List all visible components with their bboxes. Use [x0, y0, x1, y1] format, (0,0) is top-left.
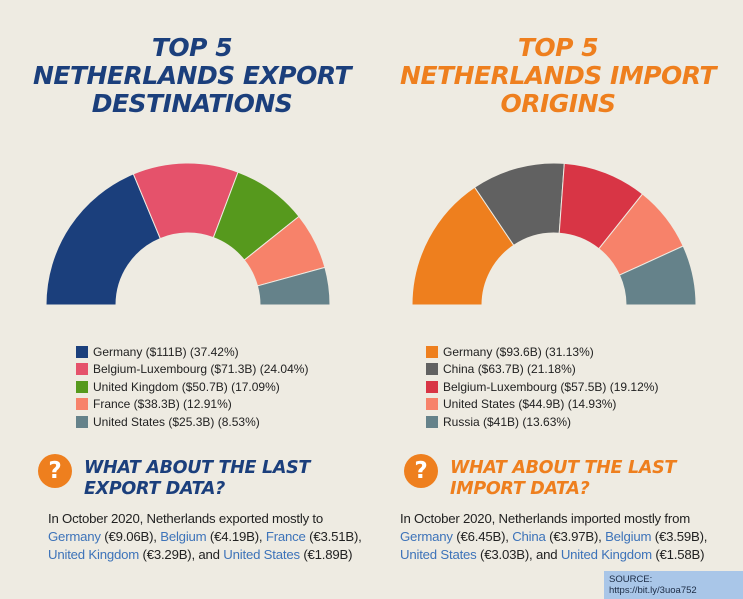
import-legend-label: China ($63.7B) (21.18%) [443, 362, 576, 377]
export-text-segment: (€3.29B), and [139, 547, 224, 562]
import-summary-text: In October 2020, Netherlands imported mo… [400, 510, 730, 564]
import-legend-item: United States ($44.9B) (14.93%) [426, 396, 658, 414]
import-legend-item: China ($63.7B) (21.18%) [426, 361, 658, 379]
export-country-highlight: Belgium [160, 529, 207, 544]
export-slice-germany [45, 173, 161, 306]
export-text-segment: In October 2020, Netherlands exported mo… [48, 511, 324, 526]
import-legend-item: Russia ($41B) (13.63%) [426, 413, 658, 431]
import-country-highlight: China [512, 529, 546, 544]
import-country-highlight: Belgium [605, 529, 652, 544]
export-legend-item: Belgium-Luxembourg ($71.3B) (24.04%) [76, 361, 308, 379]
export-chart-title: TOP 5 NETHERLANDS EXPORT DESTINATIONS [12, 34, 372, 118]
export-country-highlight: United States [223, 547, 300, 562]
export-legend-item: Germany ($111B) (37.42%) [76, 343, 308, 361]
export-country-highlight: Germany [48, 529, 101, 544]
import-text-segment: (€6.45B), [452, 529, 513, 544]
import-legend-label: Germany ($93.6B) (31.13%) [443, 344, 594, 359]
import-text-segment: (€1.58B) [651, 547, 705, 562]
import-text-segment: (€3.03B), and [476, 547, 561, 562]
export-legend-item: United Kingdom ($50.7B) (17.09%) [76, 378, 308, 396]
import-legend-item: Germany ($93.6B) (31.13%) [426, 343, 658, 361]
import-legend-label: Russia ($41B) (13.63%) [443, 414, 572, 429]
import-country-highlight: United Kingdom [560, 547, 652, 562]
export-text-segment: (€9.06B), [100, 529, 161, 544]
import-legend: Germany ($93.6B) (31.13%) China ($63.7B) … [426, 343, 658, 431]
import-title-line: TOP 5 [517, 33, 599, 62]
export-legend-item: France ($38.3B) (12.91%) [76, 396, 308, 414]
import-title-line: NETHERLANDS IMPORT [400, 61, 716, 90]
export-legend: Germany ($111B) (37.42%) Belgium-Luxembou… [76, 343, 308, 431]
export-half-donut-chart [45, 162, 331, 306]
import-legend-swatch [426, 380, 438, 393]
import-panel: TOP 5 NETHERLANDS IMPORT ORIGINS Germany… [378, 0, 738, 597]
export-text-segment: (€4.19B), [206, 529, 266, 544]
export-legend-item: United States ($25.3B) (8.53%) [76, 413, 308, 431]
export-legend-swatch [76, 363, 88, 376]
import-half-donut-chart [411, 162, 697, 306]
export-legend-swatch [76, 345, 88, 358]
export-country-highlight: United Kingdom [48, 547, 140, 562]
export-heading-line: EXPORT DATA? [84, 479, 225, 499]
import-legend-label: United States ($44.9B) (14.93%) [443, 397, 617, 412]
question-mark-icon: ? [38, 454, 72, 488]
export-data-heading: WHAT ABOUT THE LAST EXPORT DATA? [84, 458, 310, 500]
question-mark-icon: ? [404, 454, 438, 488]
import-text-segment: In October 2020, Netherlands imported mo… [400, 511, 690, 526]
import-text-segment: (€3.97B), [545, 529, 606, 544]
export-legend-label: Germany ($111B) (37.42%) [93, 344, 239, 359]
import-slice-russia [618, 245, 697, 306]
import-chart-title: TOP 5 NETHERLANDS IMPORT ORIGINS [378, 34, 738, 118]
import-heading-line: WHAT ABOUT THE LAST [450, 458, 677, 478]
export-title-line: TOP 5 [151, 33, 233, 62]
import-legend-label: Belgium-Luxembourg ($57.5B) (19.12%) [443, 379, 659, 394]
export-country-highlight: France [265, 529, 306, 544]
export-text-segment: (€3.51B), [305, 529, 362, 544]
export-legend-label: United States ($25.3B) (8.53%) [93, 414, 260, 429]
export-legend-label: France ($38.3B) (12.91%) [93, 397, 232, 412]
export-legend-label: United Kingdom ($50.7B) (17.09%) [93, 379, 280, 394]
export-legend-swatch [76, 380, 88, 393]
import-legend-item: Belgium-Luxembourg ($57.5B) (19.12%) [426, 378, 658, 396]
export-title-line: DESTINATIONS [91, 89, 293, 118]
import-title-line: ORIGINS [500, 89, 616, 118]
import-heading-line: IMPORT DATA? [450, 479, 590, 499]
import-legend-swatch [426, 398, 438, 411]
export-panel: TOP 5 NETHERLANDS EXPORT DESTINATIONS Ge… [12, 0, 372, 597]
export-text-segment: (€1.89B) [299, 547, 353, 562]
import-text-segment: (€3.59B), [651, 529, 708, 544]
export-heading-line: WHAT ABOUT THE LAST [84, 458, 311, 478]
export-legend-swatch [76, 398, 88, 411]
source-label: SOURCE: https://bit.ly/3uoa752 [604, 571, 743, 599]
import-legend-swatch [426, 345, 438, 358]
export-summary-text: In October 2020, Netherlands exported mo… [48, 510, 378, 564]
import-data-heading: WHAT ABOUT THE LAST IMPORT DATA? [450, 458, 676, 500]
import-legend-swatch [426, 363, 438, 376]
export-slice-united-states [256, 266, 331, 306]
export-legend-label: Belgium-Luxembourg ($71.3B) (24.04%) [93, 362, 309, 377]
export-title-line: NETHERLANDS EXPORT [32, 61, 352, 90]
export-legend-swatch [76, 415, 88, 428]
import-legend-swatch [426, 415, 438, 428]
import-country-highlight: United States [400, 547, 477, 562]
import-country-highlight: Germany [400, 529, 453, 544]
